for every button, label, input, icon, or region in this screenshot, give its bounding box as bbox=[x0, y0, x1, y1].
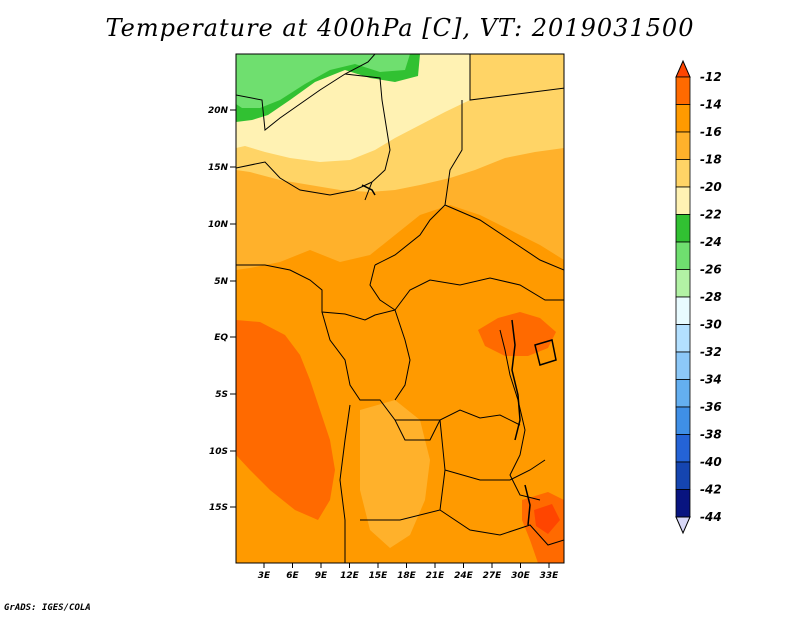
colorbar-swatch bbox=[675, 131, 691, 160]
lat-tick-label: 10N bbox=[208, 220, 229, 230]
lat-tick-label: 10S bbox=[209, 447, 228, 457]
lon-tick-label: 12E bbox=[340, 571, 360, 581]
lakes bbox=[361, 184, 557, 526]
field-minus14 bbox=[236, 320, 335, 520]
map-frame bbox=[235, 53, 565, 564]
map-title: Temperature at 400hPa [C], VT: 201903150… bbox=[105, 14, 695, 42]
colorbar-label: -16 bbox=[700, 125, 722, 139]
lon-tick-label: 6E bbox=[286, 571, 299, 581]
lat-tick-label: 15N bbox=[208, 163, 229, 173]
lat-tick-label: EQ bbox=[214, 333, 228, 343]
colorbar-label: -32 bbox=[700, 345, 722, 359]
latitude-axis: 20N 15N 10N 5N EQ 5S 10S 15S bbox=[208, 106, 236, 513]
colorbar-swatch bbox=[675, 324, 691, 353]
colorbar-swatch bbox=[675, 159, 691, 188]
lon-tick-label: 24E bbox=[454, 571, 474, 581]
lon-tick-label: 33E bbox=[540, 571, 560, 581]
colorbar-label: -18 bbox=[700, 153, 722, 167]
colorbar-swatch bbox=[675, 406, 691, 435]
colorbar-label: -28 bbox=[700, 290, 722, 304]
colorbar-swatch bbox=[675, 461, 691, 490]
colorbar-label: -38 bbox=[700, 428, 722, 442]
lon-tick-label: 9E bbox=[315, 571, 328, 581]
colorbar-swatch bbox=[675, 351, 691, 380]
colorbar-label: -24 bbox=[700, 235, 722, 249]
colorbar-bottom-arrow bbox=[675, 516, 691, 535]
field-minus12 bbox=[534, 504, 560, 534]
field-minus16-patch bbox=[360, 400, 430, 548]
colorbar-swatch bbox=[675, 104, 691, 133]
colorbar-label: -26 bbox=[700, 263, 722, 277]
colorbar-swatch bbox=[675, 186, 691, 215]
colorbar-top-arrow bbox=[675, 59, 691, 78]
colorbar-swatch bbox=[675, 379, 691, 408]
colorbar-label: -40 bbox=[700, 455, 722, 469]
colorbar-swatch bbox=[675, 489, 691, 518]
colorbar-swatch bbox=[675, 296, 691, 325]
colorbar-label: -36 bbox=[700, 400, 722, 414]
colorbar-swatch bbox=[675, 76, 691, 105]
lon-tick-label: 18E bbox=[397, 571, 417, 581]
lon-tick-label: 27E bbox=[483, 571, 503, 581]
country-borders bbox=[236, 54, 564, 563]
colorbar-label: -34 bbox=[700, 373, 722, 387]
lat-tick-label: 20N bbox=[208, 106, 229, 116]
lat-tick-label: 5N bbox=[214, 277, 228, 287]
lat-tick-label: 15S bbox=[209, 503, 228, 513]
lon-tick-label: 3E bbox=[258, 571, 271, 581]
colorbar-label: -12 bbox=[700, 70, 722, 84]
lat-tick-label: 5S bbox=[215, 390, 228, 400]
longitude-axis: 3E 6E 9E 12E 15E 18E 21E 24E 27E 30E 33E bbox=[258, 563, 559, 581]
lon-tick-label: 30E bbox=[511, 571, 531, 581]
credit-label: GrADS: IGES/COLA bbox=[4, 603, 91, 613]
field-minus26 bbox=[236, 54, 410, 108]
colorbar-swatch bbox=[675, 269, 691, 298]
colorbar-label: -14 bbox=[700, 98, 722, 112]
temperature-map bbox=[236, 54, 564, 563]
colorbar-label: -42 bbox=[700, 483, 722, 497]
colorbar-label: -20 bbox=[700, 180, 722, 194]
colorbar-label: -22 bbox=[700, 208, 722, 222]
lon-tick-label: 15E bbox=[369, 571, 389, 581]
colorbar-label: -30 bbox=[700, 318, 722, 332]
colorbar: -12 -14 -16 -18 -20 -22 -24 -26 -28 -30 -32 -34 -36 -… bbox=[675, 59, 722, 535]
lon-tick-label: 21E bbox=[426, 571, 446, 581]
colorbar-swatch bbox=[675, 241, 691, 270]
colorbar-swatch bbox=[675, 434, 691, 463]
colorbar-label: -44 bbox=[700, 510, 722, 524]
colorbar-swatch bbox=[675, 214, 691, 243]
